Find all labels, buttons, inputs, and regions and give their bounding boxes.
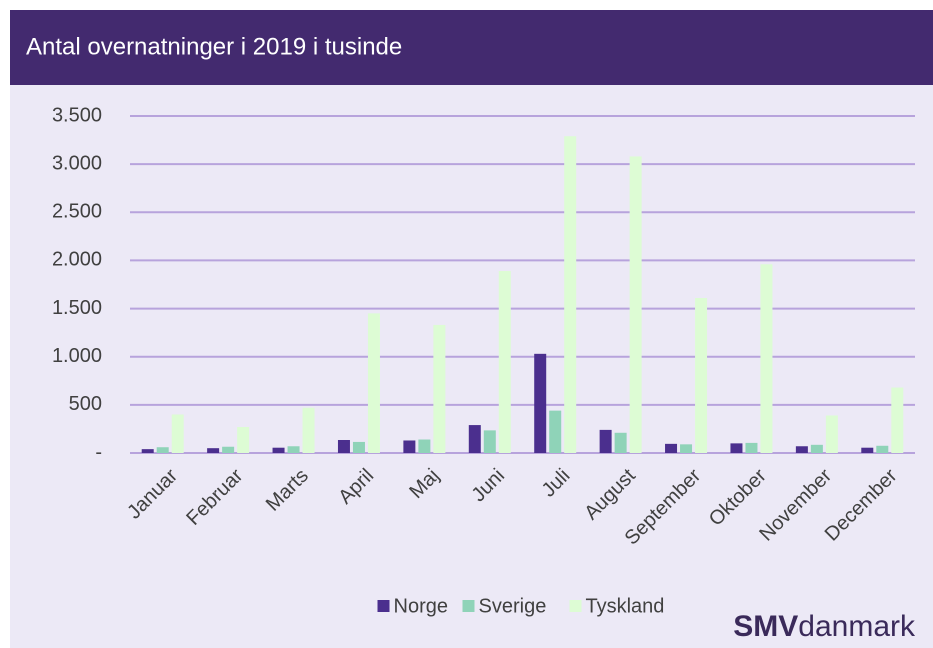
bar: [629, 156, 642, 453]
bar: [695, 297, 708, 453]
bar: [665, 443, 678, 453]
bar: [171, 414, 184, 453]
bar: [141, 449, 154, 453]
bar: [891, 387, 904, 453]
bar: [730, 443, 743, 453]
bar: [367, 313, 380, 453]
bar: [287, 446, 300, 453]
bar: [433, 324, 446, 453]
bar: [207, 448, 220, 453]
bar: [483, 430, 496, 453]
y-tick-label: 500: [69, 393, 102, 415]
y-tick-label: 2.500: [52, 201, 102, 223]
bar: [534, 353, 547, 453]
bar: [468, 425, 481, 453]
logo-bold: SMV: [733, 610, 798, 643]
y-tick-label: 1.000: [52, 345, 102, 367]
legend-swatch: [377, 600, 390, 612]
bar: [861, 447, 874, 453]
y-tick-label: 3.500: [52, 104, 102, 126]
bar: [876, 445, 889, 453]
y-tick-label: -: [95, 441, 102, 463]
legend-label: Norge: [394, 595, 448, 617]
bar: [237, 427, 250, 453]
y-tick-label: 1.500: [52, 297, 102, 319]
bar: [222, 446, 235, 453]
logo: SMVdanmark: [733, 610, 916, 643]
bar: [795, 446, 808, 453]
bar: [403, 440, 416, 453]
bar: [272, 447, 285, 453]
bar: [614, 432, 627, 453]
bar: [418, 439, 431, 453]
legend-swatch: [462, 600, 475, 612]
legend-swatch: [569, 600, 582, 612]
bar: [745, 442, 758, 453]
bar: [498, 271, 511, 453]
bar: [549, 410, 562, 453]
legend-label: Tyskland: [586, 595, 665, 617]
logo-rest: danmark: [798, 610, 916, 643]
bar: [156, 447, 169, 453]
bar: [680, 444, 693, 453]
bar: [352, 441, 365, 453]
legend-label: Sverige: [479, 595, 547, 617]
bar: [337, 440, 350, 453]
bar: [760, 264, 773, 453]
header: [10, 10, 933, 85]
bar: [302, 407, 315, 453]
y-tick-label: 3.000: [52, 152, 102, 174]
bar: [810, 444, 823, 453]
y-tick-label: 2.000: [52, 249, 102, 271]
bar: [825, 415, 838, 453]
bar: [564, 136, 577, 453]
chart-title: Antal overnatninger i 2019 i tusinde: [26, 33, 402, 60]
bar: [599, 429, 612, 453]
plot-background: [10, 85, 933, 648]
